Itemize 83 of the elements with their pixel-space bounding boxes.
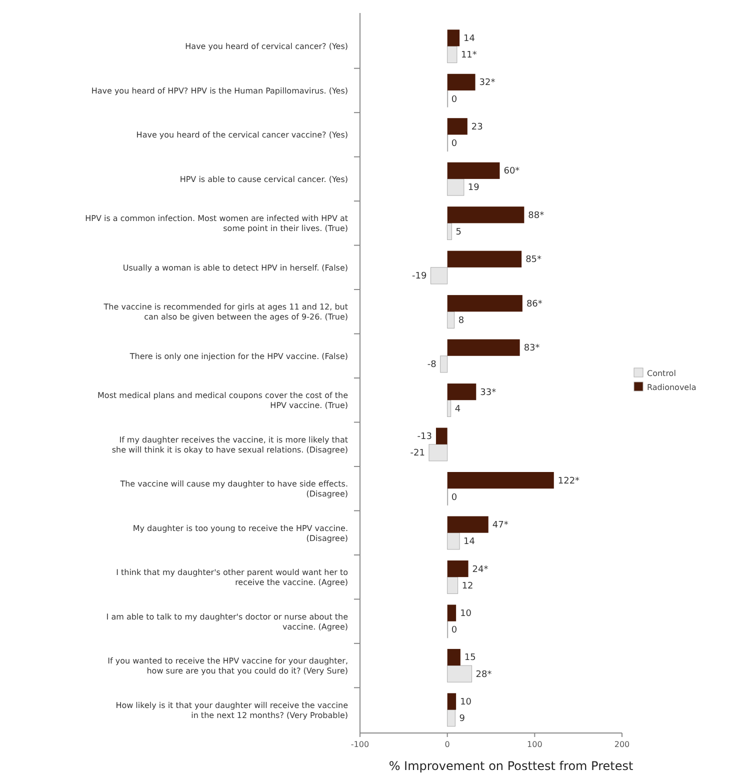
bar: [447, 400, 452, 417]
data-label: 4: [454, 404, 461, 414]
data-label: 0: [451, 492, 458, 503]
y-tick-label: How likely is it that your daughter will receive the vaccine in the next 12 months? (Very Probable): [116, 700, 348, 720]
data-label: -19: [412, 272, 428, 282]
bar: [447, 250, 522, 268]
data-label: 14: [464, 537, 476, 548]
y-tick-label: HPV is a common infection. Most women are infected with HPV at some point in their lives. (True): [85, 214, 348, 234]
bar: [447, 118, 468, 135]
bar: [447, 710, 456, 727]
bar: [447, 576, 458, 594]
data-label: -21: [410, 448, 425, 459]
data-label: 122*: [558, 476, 580, 486]
bar: [447, 665, 472, 682]
bar: [428, 444, 448, 462]
bar: [447, 222, 452, 240]
y-tick-label: Most medical plans and medical coupons cover the cost of the HPV vaccine. (True): [98, 391, 348, 410]
y-tick-label: The vaccine will cause my daughter to have side effects. (Disagree): [119, 480, 348, 499]
legend-label: Radionovela: [647, 383, 696, 392]
y-tick-label: I am able to talk to my daughter's doctor or nurse about the vaccine. (Agree): [106, 612, 348, 632]
bar: [447, 295, 522, 312]
bar: [447, 560, 468, 578]
bar: [447, 384, 476, 400]
bar: [447, 46, 458, 64]
data-label: 15: [464, 653, 476, 664]
y-tick-label: Have you heard of cervical cancer? (Yes): [185, 42, 348, 52]
bar: [447, 206, 524, 224]
y-tick-label: Have you heard of HPV? HPV is the Human Papillomavirus. (Yes): [91, 86, 348, 96]
data-label: -8: [427, 360, 437, 370]
x-tick-label: -100: [350, 740, 370, 749]
data-label: 33*: [480, 388, 497, 398]
y-tick-label: HPV is able to cause cervical cancer. (Yes): [180, 174, 348, 184]
bar: [447, 532, 460, 550]
data-label: 14: [464, 34, 476, 44]
bar: [447, 30, 460, 46]
data-label: 47*: [492, 520, 509, 531]
bar: [447, 162, 500, 179]
data-label: 23: [471, 122, 483, 132]
y-tick-label: If my daughter receives the vaccine, it is more likely that she will think it is okay to have sexual relations. (Disagree): [112, 435, 348, 454]
data-label: 10: [460, 609, 472, 620]
y-tick-label: My daughter is too young to receive the HPV vaccine. (Disagree): [132, 524, 348, 543]
data-label: 0: [451, 94, 458, 105]
y-tick-label: Usually a woman is able to detect HPV in herself. (False): [122, 263, 348, 272]
data-label: 0: [451, 626, 458, 636]
data-label: 83*: [524, 344, 540, 354]
data-label: 28*: [476, 670, 492, 680]
legend-label: Control: [647, 369, 676, 378]
data-label: -13: [417, 432, 432, 442]
bar: [440, 356, 448, 373]
x-tick-label: 0: [444, 740, 450, 749]
y-tick-label: If you wanted to receive the HPV vaccine for your daughter, how sure are you that you could do it? (Very Sure): [108, 656, 348, 676]
data-label: 9: [459, 714, 466, 724]
data-label: 0: [451, 138, 458, 149]
data-label: 86*: [526, 299, 543, 310]
y-tick-label: Have you heard of the cervical cancer vaccine? (Yes): [136, 130, 348, 140]
bar: [447, 516, 488, 533]
x-axis-title: % Improvement on Posttest from Pretest: [388, 759, 634, 773]
bar: [447, 339, 520, 356]
data-label: 32*: [479, 78, 496, 88]
y-tick-label: There is only one injection for the HPV vaccine. (False): [128, 352, 348, 361]
bar: [447, 648, 460, 666]
bar: [447, 604, 456, 622]
data-label: 11*: [460, 50, 478, 61]
data-label: 24*: [472, 564, 489, 575]
data-label: 85*: [526, 255, 542, 266]
data-label: 8: [458, 316, 464, 326]
bar: [447, 472, 554, 489]
data-label: 19: [468, 183, 480, 194]
bar: [430, 267, 448, 284]
bar: [447, 178, 464, 196]
data-label: 88*: [528, 210, 545, 221]
x-tick-label: 100: [527, 740, 542, 749]
data-label: 5: [456, 227, 462, 238]
data-label: 60*: [504, 166, 520, 177]
y-tick-label: I think that my daughter's other parent would want her to receive the vaccine. (Agree): [116, 568, 348, 588]
bar: [447, 311, 455, 328]
y-tick-label: The vaccine is recommended for girls at ages 11 and 12, but can also be given between the ages of 9-26. (True): [102, 302, 348, 322]
bar: [447, 74, 476, 90]
data-label: 10: [460, 697, 472, 708]
x-tick-label: 200: [614, 740, 630, 749]
bar: [447, 693, 456, 710]
data-label: 12: [462, 581, 474, 592]
bar: [436, 428, 448, 444]
